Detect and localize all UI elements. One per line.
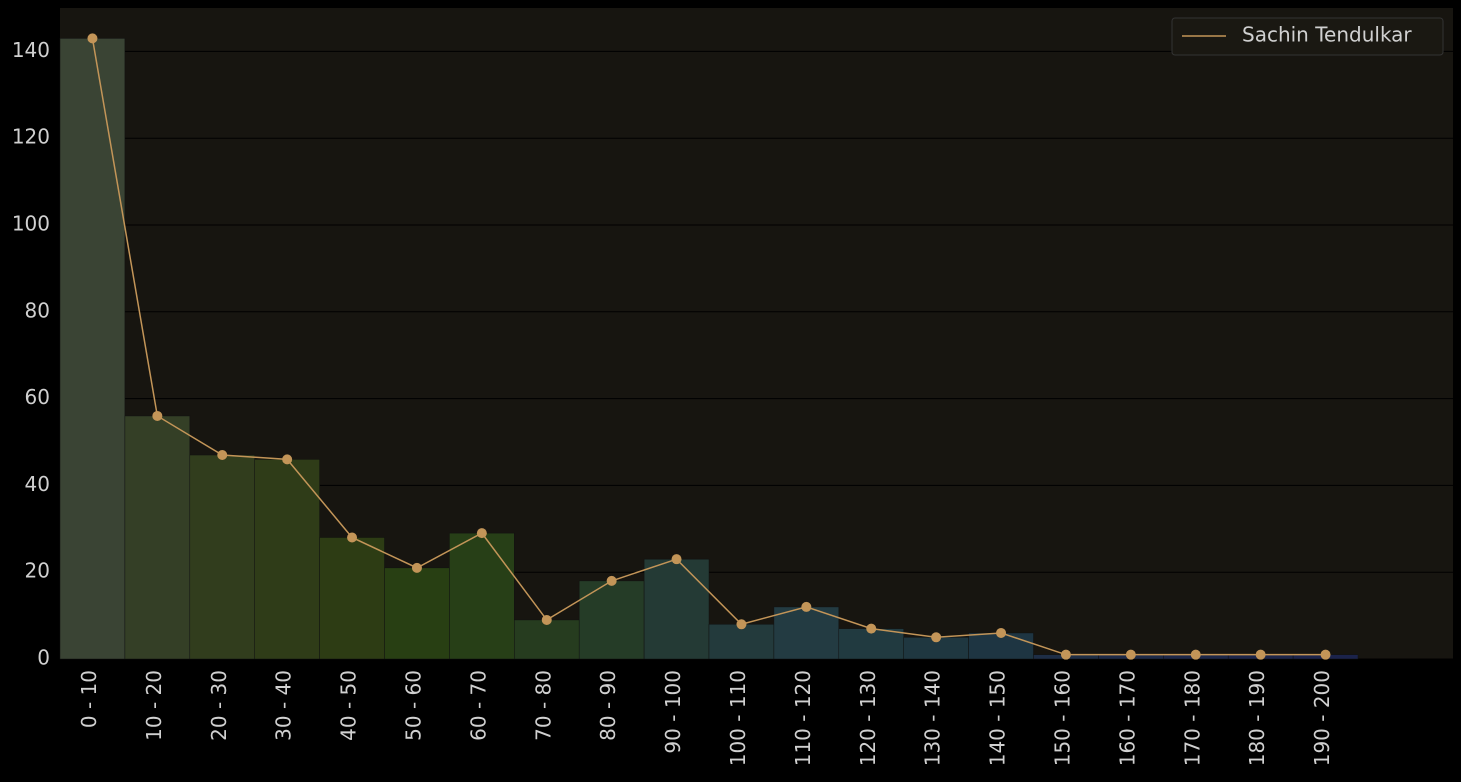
x-tick-label: 30 - 40 <box>272 670 296 741</box>
marker <box>671 554 682 565</box>
y-tick-label: 100 <box>12 212 50 236</box>
y-tick-label: 20 <box>25 559 50 583</box>
x-tick-label: 100 - 110 <box>726 670 750 766</box>
marker <box>1060 649 1071 660</box>
marker <box>1320 649 1331 660</box>
x-tick-label: 120 - 130 <box>856 670 880 766</box>
marker <box>217 450 228 461</box>
marker <box>152 410 163 421</box>
marker <box>347 532 358 543</box>
x-tick-label: 80 - 90 <box>596 670 620 741</box>
y-tick-label: 0 <box>37 646 50 670</box>
marker <box>87 33 98 44</box>
x-tick-label: 20 - 30 <box>207 670 231 741</box>
x-tick-label: 40 - 50 <box>337 670 361 741</box>
legend-box <box>1171 17 1444 56</box>
bar <box>708 624 775 660</box>
marker <box>1125 649 1136 660</box>
bar <box>384 567 450 660</box>
marker <box>996 627 1007 638</box>
marker <box>1190 649 1201 660</box>
bar <box>449 532 515 660</box>
bar <box>189 454 255 660</box>
x-tick-label: 170 - 180 <box>1180 670 1204 766</box>
y-tick-label: 40 <box>25 472 50 496</box>
y-tick-label: 80 <box>25 298 50 322</box>
bar <box>319 537 385 660</box>
bar <box>124 415 191 660</box>
x-tick-label: 190 - 200 <box>1310 670 1334 766</box>
bar <box>254 459 320 660</box>
x-tick-label: 140 - 150 <box>986 670 1010 766</box>
marker <box>801 601 812 612</box>
x-tick-label: 150 - 160 <box>1050 670 1074 766</box>
x-tick-label: 50 - 60 <box>401 670 425 741</box>
x-tick-label: 70 - 80 <box>531 670 555 741</box>
marker <box>282 454 293 465</box>
bar <box>838 628 904 660</box>
marker <box>1255 649 1266 660</box>
y-tick-label: 120 <box>12 125 50 149</box>
legend-label: Sachin Tendulkar <box>1242 23 1412 47</box>
x-tick-label: 160 - 170 <box>1115 670 1139 766</box>
x-tick-label: 90 - 100 <box>661 670 685 754</box>
bar <box>643 558 710 660</box>
marker <box>866 623 877 634</box>
x-tick-label: 60 - 70 <box>466 670 490 741</box>
bar <box>514 619 580 660</box>
marker <box>541 614 552 625</box>
y-tick-label: 140 <box>12 38 50 62</box>
y-tick-label: 60 <box>25 385 50 409</box>
marker <box>606 575 617 586</box>
marker <box>736 619 747 630</box>
x-tick-label: 0 - 10 <box>77 670 101 728</box>
marker <box>476 528 487 539</box>
x-tick-label: 110 - 120 <box>791 670 815 766</box>
x-tick-label: 180 - 190 <box>1245 670 1269 766</box>
bar <box>59 38 126 660</box>
x-tick-label: 10 - 20 <box>142 670 166 741</box>
line <box>91 38 1326 656</box>
marker <box>931 632 942 643</box>
bar <box>578 580 645 660</box>
bar <box>773 606 840 660</box>
marker <box>411 562 422 573</box>
x-tick-label: 130 - 140 <box>921 670 945 766</box>
